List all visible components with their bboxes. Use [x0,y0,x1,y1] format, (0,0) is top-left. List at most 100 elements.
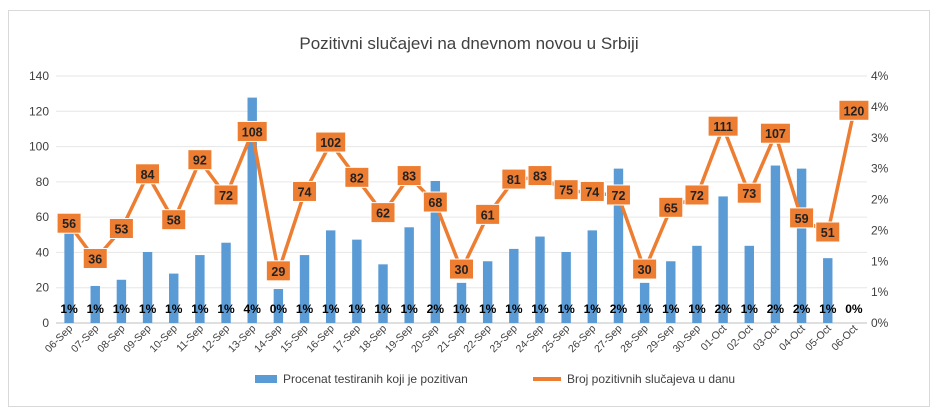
data-label-box [658,196,684,218]
data-label-box [449,258,474,280]
data-label: 83 [533,170,547,184]
bar-percent-label: 1% [113,302,131,316]
y-right-tick-label: 3% [871,131,889,145]
y-left-tick-label: 100 [29,140,49,154]
bar-percent-label: 1% [479,302,497,316]
x-tick-label: 25-Sep [540,323,573,356]
bar [299,255,310,323]
x-tick-label: 16-Sep [304,323,337,356]
data-label: 58 [167,214,181,228]
data-label: 51 [821,226,835,240]
x-tick-label: 20-Sep [409,323,442,356]
x-axis: 06-Sep07-Sep08-Sep09-Sep10-Sep11-Sep12-S… [43,323,860,356]
data-label-box [213,184,239,206]
data-label: 36 [88,252,102,266]
bar-percent-label: 1% [87,302,105,316]
bar [613,168,624,323]
bar [195,255,205,323]
bar [90,285,100,323]
data-label: 84 [141,168,155,182]
x-tick-label: 02-Oct [725,323,756,354]
data-label-box [315,131,347,153]
data-label-box [501,168,527,190]
x-tick-label: 21-Sep [435,323,468,356]
bar [823,258,833,323]
data-label-box [422,191,448,213]
bar [666,261,676,323]
x-tick-label: 11-Sep [174,323,206,355]
bar [430,180,441,323]
x-tick-label: 27-Sep [592,323,625,356]
data-label: 56 [62,217,76,231]
legend-bar-label: Procenat testiranih koji je pozitivan [283,372,468,386]
bar-percent-label: 1% [741,302,759,316]
data-label: 74 [585,185,599,199]
bar [352,239,362,323]
data-label-box [56,212,82,234]
data-label-box [108,217,134,239]
x-tick-label: 15-Sep [278,323,311,356]
bar-percent-label: 1% [296,302,314,316]
x-tick-label: 04-Oct [777,323,808,354]
y-right-tick-label: 1% [871,254,889,268]
data-label: 75 [559,184,573,198]
data-label: 107 [765,127,786,141]
x-tick-label: 08-Sep [95,323,128,356]
y-right-tick-label: 4% [871,100,889,114]
line-data-labels: 56 36 53 84 58 92 72 108 29 74 102 82 62 83 68 30 61 81 83… [56,99,870,282]
data-label: 68 [428,196,442,210]
data-label-box [632,258,658,280]
data-label-box [815,221,841,243]
data-label: 30 [638,263,652,277]
data-label: 74 [298,185,312,199]
x-tick-label: 01-Oct [698,323,729,354]
bar-percent-label: 2% [610,302,628,316]
x-tick-label: 30-Sep [671,323,704,356]
x-tick-label: 13-Sep [226,323,259,356]
bar-percent-label: 2% [714,302,732,316]
bar-percent-label: 1% [191,302,209,316]
bar [561,251,571,323]
data-label-box [396,165,422,187]
data-label: 72 [690,189,704,203]
data-label: 65 [664,201,678,215]
bar-percent-label: 2% [767,302,785,316]
x-tick-label: 29-Sep [644,323,677,356]
bar-percent-label: 2% [793,302,811,316]
y-left-tick-label: 0 [42,316,49,330]
data-label-box [527,165,553,187]
x-tick-label: 24-Sep [514,323,547,356]
chart-frame: Pozitivni slučajevi na dnevnom novou u S… [8,10,930,407]
x-tick-label: 06-Oct [829,323,860,354]
y-left-tick-label: 120 [29,104,49,118]
bar-percent-label: 1% [139,302,157,316]
bar [482,261,493,323]
bar [378,264,388,323]
legend-line-label: Broj pozitivnih slučajeva u danu [567,372,735,386]
data-label: 61 [481,208,495,222]
y-axis-right: 0% 1% 1% 2% 2% 3% 3% 4% 4% [871,69,889,330]
data-label: 72 [219,189,233,203]
x-tick-label: 18-Sep [357,323,390,356]
bar-percent-label: 0% [270,302,288,316]
bar [744,245,754,323]
data-label: 111 [713,120,733,134]
bar [273,289,284,323]
x-tick-label: 19-Sep [383,323,416,356]
data-label-box [553,179,579,201]
bar [509,248,519,323]
data-label: 72 [612,189,626,203]
data-label-box [759,122,791,144]
bar [639,282,650,323]
bar [796,168,807,323]
bar-percent-label: 1% [636,302,654,316]
x-tick-label: 09-Sep [121,323,154,356]
x-tick-label: 14-Sep [252,323,285,356]
data-label-box [707,115,739,137]
data-label: 53 [114,222,128,236]
y-right-tick-label: 4% [871,69,889,83]
data-label: 92 [193,154,207,168]
bar-percent-label: 1% [557,302,575,316]
data-label-box [265,260,291,282]
data-label-box [135,163,161,185]
